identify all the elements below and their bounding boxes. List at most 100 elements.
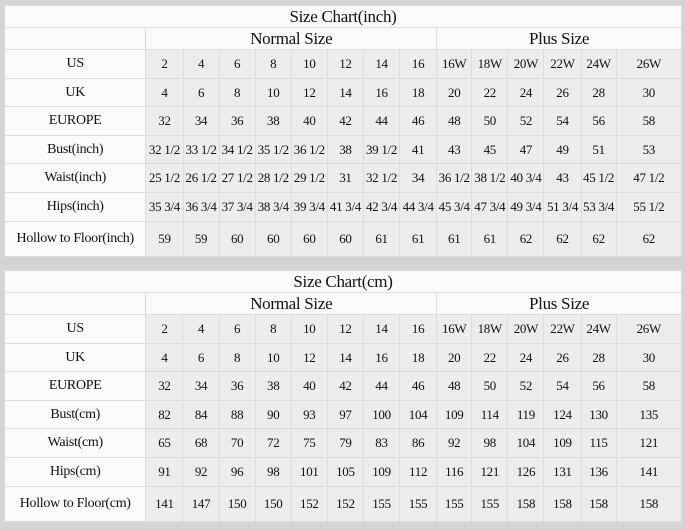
table-cell: 20: [436, 343, 473, 372]
table-row: UK 4 6 8 10 12 14 16 18 20 22 24 26 28 30: [3, 78, 683, 107]
chart-title: Size Chart(inch): [4, 5, 682, 28]
table-cell: 158: [580, 486, 617, 522]
table-cell: 60: [254, 221, 292, 257]
table-cell: 24: [507, 343, 545, 372]
table-cell: 147: [182, 486, 220, 522]
table-cell: 27 1/2: [218, 163, 256, 193]
table-cell: 26 1/2: [182, 163, 220, 193]
table-cell: 4: [182, 314, 220, 344]
table-cell: 38: [326, 135, 364, 164]
table-cell: 119: [507, 400, 545, 429]
table-row: EUROPE 32 34 36 38 40 42 44 46 48 50 52 54 56 58: [3, 371, 683, 401]
table-cell: 58: [615, 371, 683, 401]
table-cell: 39 3/4: [290, 192, 328, 222]
table-cell: 155: [399, 486, 438, 522]
table-cell: 12: [326, 314, 364, 344]
table-cell: 100: [362, 400, 401, 429]
table-cell: 130: [580, 400, 617, 429]
table-row: Hips(cm) 91 92 96 98 101 105 109 112 116 121 126 131…: [3, 457, 683, 487]
table-cell: 6: [182, 78, 220, 107]
table-cell: 38: [254, 106, 292, 136]
table-row: Hips(inch) 35 3/4 36 3/4 37 3/4 38 3/4 39 3/4…: [3, 192, 683, 222]
row-label: US: [3, 314, 147, 344]
table-cell: 8: [254, 314, 292, 344]
table-cell: 28: [580, 78, 617, 107]
table-cell: 34: [399, 163, 438, 193]
table-cell: 40: [290, 106, 328, 136]
table-cell: 42: [326, 106, 364, 136]
table-cell: 150: [254, 486, 292, 522]
table-cell: 61: [399, 221, 438, 257]
table-cell: 61: [471, 221, 509, 257]
table-cell: 40 3/4: [507, 163, 545, 193]
table-cell: 42: [326, 371, 364, 401]
table-cell: 16: [399, 49, 438, 79]
table-cell: 75: [290, 428, 328, 458]
row-label: US: [3, 49, 147, 79]
table-cell: 55 1/2: [615, 192, 683, 222]
row-label: Bust(cm): [3, 400, 147, 429]
table-cell: 6: [182, 343, 220, 372]
table-cell: 37 3/4: [218, 192, 256, 222]
corner-cell: [3, 292, 147, 315]
table-cell: 53 3/4: [580, 192, 617, 222]
table-cell: 36 1/2: [290, 135, 328, 164]
table-cell: 26: [543, 78, 582, 107]
table-cell: 70: [218, 428, 256, 458]
size-table: Size Chart(cm) Normal Size Plus Size US 2 4 6 8…: [3, 270, 683, 522]
table-cell: 52: [507, 106, 545, 136]
table-cell: 38 3/4: [254, 192, 292, 222]
table-cell: 121: [471, 457, 509, 487]
table-cell: 8: [254, 49, 292, 79]
table-cell: 20W: [507, 49, 545, 79]
table-cell: 18: [399, 343, 438, 372]
row-label: EUROPE: [3, 106, 147, 136]
group-header-plus: Plus Size: [436, 27, 682, 50]
table-cell: 121: [615, 428, 683, 458]
table-row: Bust(inch) 32 1/2 33 1/2 34 1/2 35 1/2 36 1/2…: [3, 135, 683, 164]
table-cell: 158: [615, 486, 683, 522]
table-cell: 43: [436, 135, 473, 164]
table-cell: 16W: [436, 49, 473, 79]
table-cell: 96: [218, 457, 256, 487]
table-cell: 54: [543, 371, 582, 401]
table-cell: 8: [218, 343, 256, 372]
table-cell: 114: [471, 400, 509, 429]
table-cell: 50: [471, 371, 509, 401]
table-cell: 54: [543, 106, 582, 136]
table-cell: 38: [254, 371, 292, 401]
table-cell: 152: [326, 486, 364, 522]
table-row: US 2 4 6 8 10 12 14 16 16W 18W 20W 22W 24W 26W: [3, 49, 683, 79]
table-cell: 6: [218, 314, 256, 344]
group-header-plus: Plus Size: [436, 292, 682, 315]
table-cell: 105: [326, 457, 364, 487]
table-cell: 18W: [471, 49, 509, 79]
table-cell: 26: [543, 343, 582, 372]
table-cell: 34: [182, 106, 220, 136]
table-row: Hollow to Floor(cm) 141 147 150 150 152 152 155…: [3, 486, 683, 522]
table-row: Waist(cm) 65 68 70 72 75 79 83 86 92 98 104 109 115 12…: [3, 428, 683, 458]
table-cell: 10: [290, 314, 328, 344]
table-cell: 124: [543, 400, 582, 429]
table-cell: 101: [290, 457, 328, 487]
table-cell: 51: [580, 135, 617, 164]
table-cell: 44: [362, 371, 401, 401]
table-cell: 14: [326, 343, 364, 372]
table-cell: 97: [326, 400, 364, 429]
table-cell: 45 1/2: [580, 163, 617, 193]
table-cell: 43: [543, 163, 582, 193]
table-cell: 141: [145, 486, 184, 522]
table-cell: 93: [290, 400, 328, 429]
corner-cell: [3, 27, 147, 50]
table-cell: 53: [615, 135, 683, 164]
table-cell: 12: [290, 343, 328, 372]
table-cell: 59: [145, 221, 184, 257]
table-cell: 84: [182, 400, 220, 429]
group-header-normal: Normal Size: [145, 27, 438, 50]
table-cell: 91: [145, 457, 184, 487]
table-row: Hollow to Floor(inch) 59 59 60 60 60 60 61 61 61 6…: [3, 221, 683, 257]
table-cell: 20W: [507, 314, 545, 344]
size-chart-cm: Size Chart(cm) Normal Size Plus Size US 2 4 6 8…: [3, 270, 683, 522]
table-cell: 4: [182, 49, 220, 79]
table-cell: 46: [399, 371, 438, 401]
